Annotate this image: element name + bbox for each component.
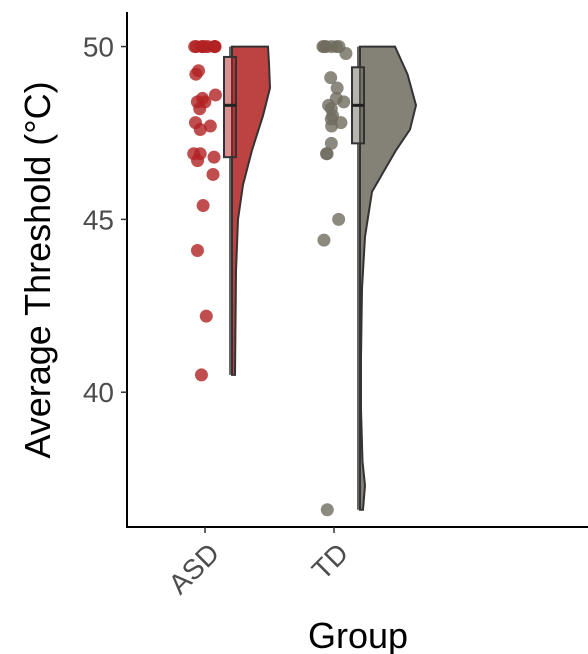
data-point	[190, 243, 204, 257]
data-point	[193, 123, 207, 137]
data-point	[208, 88, 222, 102]
series-td	[316, 40, 418, 517]
y-tick-label: 40	[83, 377, 114, 408]
data-point	[203, 119, 217, 133]
data-point	[194, 368, 208, 382]
data-point	[201, 40, 215, 54]
data-point	[332, 212, 346, 226]
data-point	[339, 46, 353, 60]
data-point	[324, 136, 338, 150]
density-half-violin	[359, 45, 418, 511]
series-asd	[187, 40, 272, 382]
data-point	[317, 233, 331, 247]
y-tick-label: 50	[83, 32, 114, 63]
x-axis-title: Group	[308, 615, 408, 654]
y-axis-title: Average Threshold (°C)	[17, 81, 58, 458]
box	[223, 55, 237, 159]
data-point	[330, 81, 344, 95]
data-point	[325, 119, 339, 133]
data-point	[193, 102, 207, 116]
density-half-violin	[231, 45, 272, 376]
y-tick-label: 45	[83, 204, 114, 235]
x-tick-label: ASD	[163, 537, 226, 600]
data-point	[207, 150, 221, 164]
data-point	[316, 40, 330, 54]
plot-area	[187, 40, 418, 517]
x-axis-ticks: ASD TD	[163, 527, 354, 600]
data-point	[206, 167, 220, 181]
data-point	[320, 503, 334, 517]
data-point	[199, 309, 213, 323]
y-axis-ticks: 40 45 50	[83, 32, 127, 408]
data-point	[196, 199, 210, 213]
data-point	[189, 67, 203, 81]
data-point	[337, 95, 351, 109]
data-point	[324, 71, 338, 85]
data-point	[319, 147, 333, 161]
data-point	[191, 154, 205, 168]
x-tick-label: TD	[306, 537, 354, 585]
